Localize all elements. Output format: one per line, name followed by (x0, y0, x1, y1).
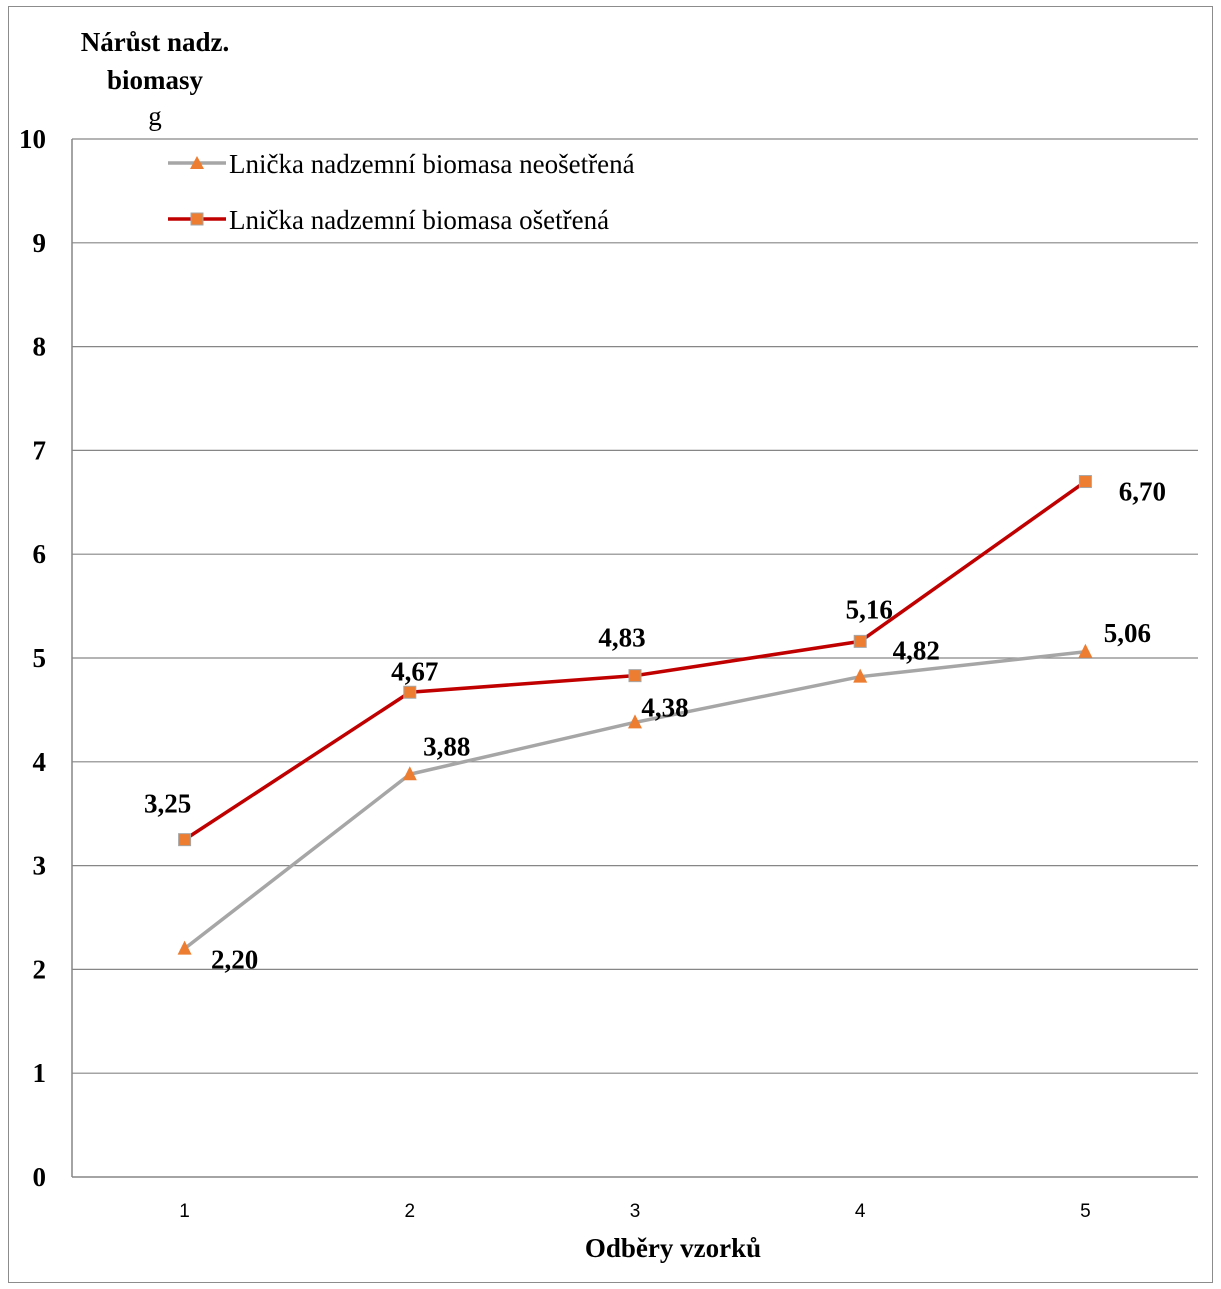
legend-triangle-icon (190, 156, 204, 169)
legend-item-treated[interactable]: Lnička nadzemní biomasa ošetřená (168, 205, 609, 235)
y-tick-label-7: 7 (33, 435, 47, 465)
series-1-data-label-4: 6,70 (1119, 477, 1166, 507)
x-tick-label-3: 4 (855, 1201, 866, 1222)
chart-frame (8, 6, 1213, 1283)
y-tick-label-5: 5 (33, 643, 47, 673)
series-1-marker-0 (178, 833, 192, 847)
y-axis-title-line1: Nárůst nadz. (81, 27, 230, 57)
y-tick-label-6: 6 (33, 539, 47, 569)
series-1-data-label-1: 4,67 (391, 656, 438, 686)
legend-square-icon (190, 212, 204, 226)
legend-item-untreated[interactable]: Lnička nadzemní biomasa neošetřená (168, 149, 635, 179)
series-0-data-label-4: 5,06 (1104, 618, 1151, 648)
x-tick-label-4: 5 (1080, 1201, 1091, 1222)
series-0-data-label-3: 4,82 (893, 636, 940, 666)
y-tick-labels: 0 1 2 3 4 5 6 7 8 9 10 (19, 124, 46, 1192)
x-tick-label-2: 3 (630, 1201, 641, 1222)
y-tick-label-9: 9 (33, 228, 47, 258)
series-1-data-label-0: 3,25 (144, 789, 191, 819)
y-tick-label-4: 4 (33, 747, 47, 777)
y-axis-title-line2: biomasy (107, 65, 204, 95)
series-0-data-label-2: 4,38 (641, 692, 688, 722)
x-tick-label-0: 1 (179, 1201, 190, 1222)
y-tick-label-0: 0 (33, 1162, 47, 1192)
y-tick-label-1: 1 (33, 1058, 47, 1088)
series-1-marker-1 (403, 685, 417, 699)
y-tick-label-10: 10 (19, 124, 46, 154)
gridlines (72, 138, 1198, 1074)
series-1-data-label-2: 4,83 (598, 623, 645, 653)
x-axis-title: Odběry vzorků (585, 1233, 761, 1263)
legend-label-treated: Lnička nadzemní biomasa ošetřená (229, 205, 609, 235)
y-tick-label-3: 3 (33, 851, 47, 881)
data-labels: 2,20 3,88 4,38 4,82 5,06 3,25 4,67 4,83 5,16 6,70 (144, 477, 1166, 975)
series-0-marker-1 (402, 766, 417, 781)
series-1-marker-3 (853, 634, 867, 648)
series-0-marker-0 (177, 940, 192, 955)
series-1-marker-2 (628, 669, 642, 683)
series-1-marker-4 (1078, 475, 1092, 489)
series-line-1 (183, 480, 1087, 842)
legend[interactable]: Lnička nadzemní biomasa neošetřená Lničk… (168, 149, 635, 235)
series-0-marker-4 (1078, 643, 1093, 658)
y-tick-label-2: 2 (33, 954, 47, 984)
legend-label-untreated: Lnička nadzemní biomasa neošetřená (229, 149, 635, 179)
series-0-marker-3 (853, 668, 868, 683)
y-axis-unit: g (148, 101, 162, 131)
series-1-data-label-3: 5,16 (846, 594, 893, 624)
series-0-data-label-1: 3,88 (423, 731, 470, 761)
series-0-marker-2 (628, 714, 642, 729)
y-tick-label-8: 8 (33, 332, 47, 362)
x-tick-label-1: 2 (405, 1201, 416, 1222)
x-tick-labels: 1 2 3 4 5 (179, 1201, 1090, 1222)
series-line-0 (183, 650, 1086, 951)
series-0-data-label-0: 2,20 (211, 945, 258, 975)
series-markers (177, 475, 1093, 955)
